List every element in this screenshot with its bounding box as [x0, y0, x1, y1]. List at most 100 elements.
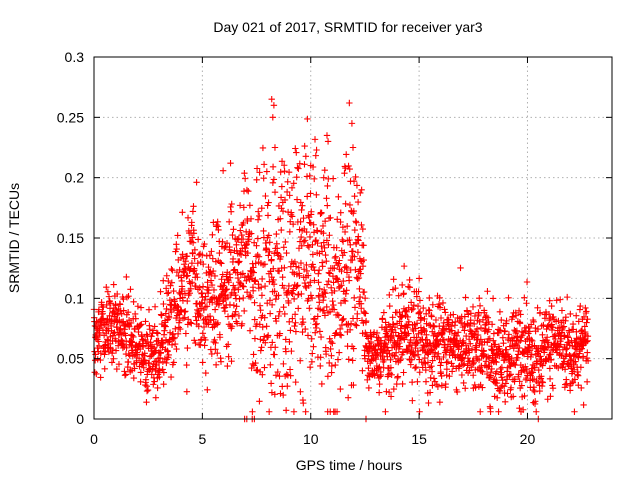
data-point: [236, 258, 243, 265]
data-point: [359, 225, 366, 233]
data-point: [178, 277, 185, 285]
data-point: [307, 162, 314, 169]
data-point: [485, 318, 492, 326]
data-point: [234, 269, 241, 276]
data-point: [535, 366, 542, 374]
data-point: [496, 308, 504, 315]
data-point: [534, 304, 541, 311]
data-point: [486, 335, 493, 342]
data-point: [257, 336, 264, 343]
data-point: [240, 283, 247, 290]
data-point: [354, 236, 361, 243]
data-point: [253, 176, 260, 184]
data-point: [295, 264, 303, 271]
data-point: [484, 288, 491, 295]
data-point: [191, 337, 198, 344]
data-point: [227, 249, 234, 256]
data-point: [159, 340, 167, 347]
data-point: [553, 297, 560, 304]
data-point: [272, 344, 279, 351]
data-point: [351, 192, 358, 200]
data-point: [360, 256, 367, 264]
data-point: [151, 323, 158, 330]
data-point: [381, 356, 388, 364]
data-point: [387, 364, 395, 371]
data-point: [550, 313, 557, 321]
data-point: [256, 212, 263, 220]
data-point: [146, 359, 153, 367]
data-point: [286, 228, 294, 236]
data-point: [528, 351, 535, 358]
data-point: [286, 192, 293, 199]
data-point: [241, 274, 248, 281]
data-point: [170, 335, 177, 342]
data-point: [384, 331, 391, 339]
data-point: [414, 303, 422, 310]
data-point: [265, 199, 272, 206]
data-point: [548, 321, 556, 328]
data-point: [116, 301, 124, 308]
data-point: [333, 244, 340, 251]
data-point: [515, 338, 523, 346]
data-point: [532, 398, 539, 405]
data-point: [307, 219, 314, 227]
data-point: [569, 320, 577, 328]
data-point: [462, 348, 469, 356]
data-point: [488, 365, 495, 373]
data-point: [413, 340, 420, 348]
data-point: [221, 244, 228, 252]
data-point: [240, 204, 248, 211]
data-point: [448, 360, 455, 367]
data-point: [188, 279, 196, 286]
data-point: [228, 323, 236, 330]
data-point: [98, 322, 105, 329]
data-point: [378, 352, 386, 360]
data-point: [316, 306, 324, 313]
data-point: [399, 380, 406, 388]
data-point: [306, 305, 313, 312]
data-point: [157, 311, 165, 318]
data-point: [193, 270, 200, 278]
data-point: [359, 262, 367, 270]
data-point: [429, 357, 436, 364]
data-point: [230, 226, 237, 233]
data-point: [264, 212, 272, 219]
data-point: [257, 284, 265, 291]
data-point: [466, 367, 473, 374]
data-point: [173, 345, 180, 353]
data-point: [421, 315, 428, 323]
data-point: [160, 300, 167, 308]
data-point: [434, 383, 442, 390]
data-point: [297, 199, 304, 206]
data-point: [509, 393, 517, 400]
data-point: [312, 321, 319, 328]
data-point: [456, 362, 463, 369]
data-point: [552, 335, 559, 343]
data-point: [392, 285, 399, 292]
data-point: [199, 359, 206, 366]
data-point: [371, 372, 378, 379]
data-point: [297, 259, 305, 267]
data-point: [296, 357, 304, 364]
data-point: [442, 309, 449, 316]
data-point: [157, 349, 165, 356]
data-point: [202, 293, 209, 300]
data-point: [337, 332, 345, 339]
data-point: [237, 251, 245, 258]
data-point: [243, 186, 251, 194]
data-point: [398, 330, 405, 337]
data-point: [332, 330, 339, 337]
data-point: [251, 299, 258, 306]
data-point: [411, 364, 419, 372]
data-point: [514, 354, 521, 362]
data-point: [362, 310, 369, 317]
data-point: [507, 384, 515, 391]
data-point: [413, 320, 421, 327]
data-point: [426, 389, 434, 396]
data-point: [459, 361, 467, 368]
data-point: [150, 361, 157, 368]
data-point: [503, 346, 510, 353]
data-point: [373, 329, 381, 337]
data-point: [313, 191, 320, 199]
data-point: [422, 310, 430, 318]
